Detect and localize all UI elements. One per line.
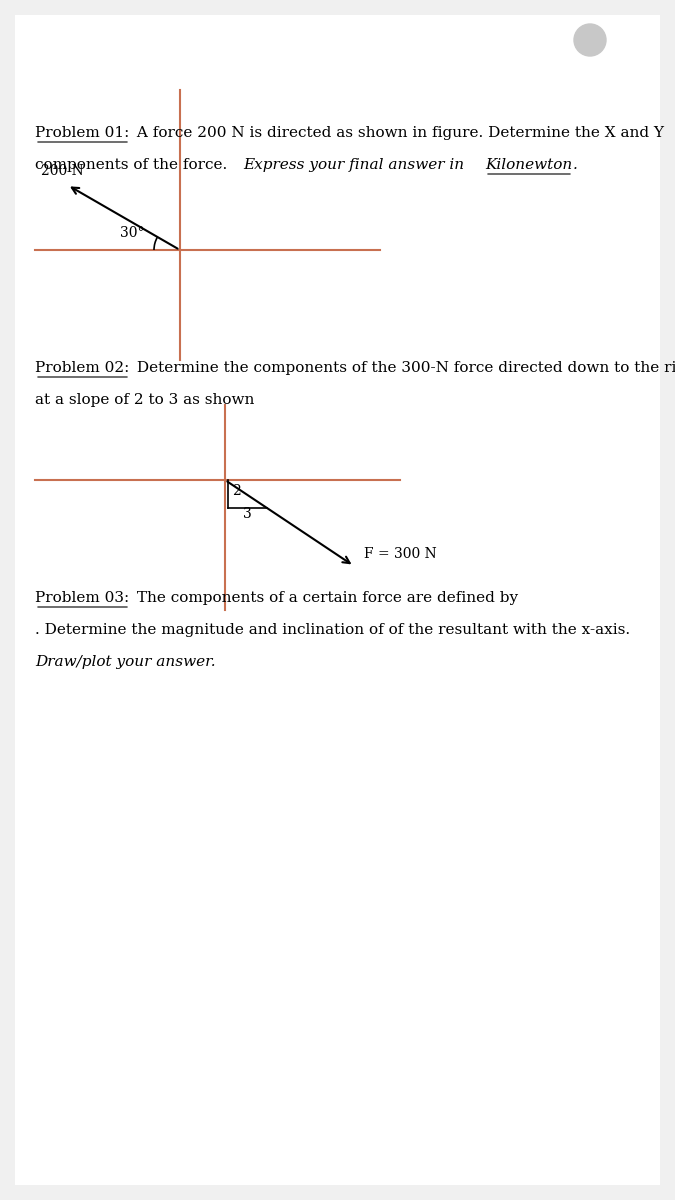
Text: 30°: 30°	[120, 226, 144, 240]
Text: The components of a certain force are defined by: The components of a certain force are de…	[132, 590, 518, 605]
Text: Problem 01:: Problem 01:	[35, 126, 130, 140]
Text: at a slope of 2 to 3 as shown: at a slope of 2 to 3 as shown	[35, 392, 254, 407]
Text: 3: 3	[243, 506, 252, 521]
Text: Problem 03:: Problem 03:	[35, 590, 129, 605]
Text: .: .	[573, 158, 578, 172]
Text: A force 200 N is directed as shown in figure. Determine the X and Y: A force 200 N is directed as shown in fi…	[132, 126, 664, 140]
Text: components of the force.: components of the force.	[35, 158, 232, 172]
Text: Draw/plot your answer.: Draw/plot your answer.	[35, 655, 215, 670]
Text: F = 300 N: F = 300 N	[364, 547, 437, 560]
Circle shape	[574, 24, 606, 56]
Text: Determine the components of the 300-N force directed down to the right: Determine the components of the 300-N fo…	[132, 361, 675, 374]
FancyBboxPatch shape	[15, 14, 660, 1186]
Text: Express your final answer in: Express your final answer in	[243, 158, 469, 172]
Text: . Determine the magnitude and inclination of of the resultant with the x-axis.: . Determine the magnitude and inclinatio…	[35, 623, 630, 637]
Text: Problem 02:: Problem 02:	[35, 361, 130, 374]
Text: 200 N: 200 N	[41, 164, 84, 178]
Text: 2: 2	[232, 484, 241, 498]
Text: Kilonewton: Kilonewton	[485, 158, 572, 172]
